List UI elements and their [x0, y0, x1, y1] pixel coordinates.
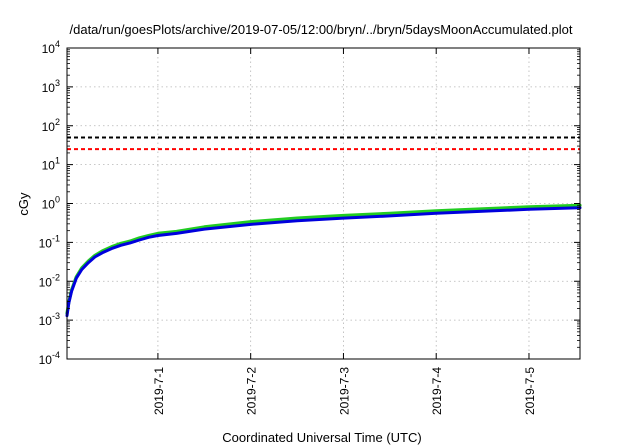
- x-axis-ticks: 2019-7-1 2019-7-2 2019-7-3 2019-7-4 2019-7-5: [152, 48, 537, 415]
- chart-title: /data/run/goesPlots/archive/2019-07-05/1…: [70, 22, 573, 37]
- y-axis-label: cGy: [16, 192, 31, 216]
- grid: [67, 48, 580, 359]
- reference-lines: [67, 136, 580, 151]
- x-tick-label: 2019-7-2: [245, 367, 259, 415]
- x-tick-label: 2019-7-5: [523, 367, 537, 415]
- y-tick-label: 10-1: [39, 233, 60, 250]
- series-group: [65, 203, 582, 318]
- y-tick-label: 100: [42, 195, 60, 212]
- y-tick-label: 10-3: [39, 311, 60, 328]
- x-tick-label: 2019-7-3: [337, 367, 351, 415]
- series-line: [65, 206, 582, 318]
- y-tick-label: 104: [42, 39, 60, 56]
- y-tick-label: 101: [42, 156, 60, 173]
- y-tick-label: 10-2: [39, 272, 60, 289]
- y-axis-ticks: 10-4 10-3 10-2 10-1 100 101 102 103 104: [39, 39, 580, 367]
- y-tick-label: 10-4: [39, 350, 60, 367]
- y-tick-label: 102: [42, 117, 60, 134]
- x-tick-label: 2019-7-4: [430, 367, 444, 415]
- x-axis-label: Coordinated Universal Time (UTC): [222, 430, 421, 445]
- y-tick-label: 103: [42, 78, 60, 95]
- series-line: [65, 203, 582, 315]
- x-tick-label: 2019-7-1: [152, 367, 166, 415]
